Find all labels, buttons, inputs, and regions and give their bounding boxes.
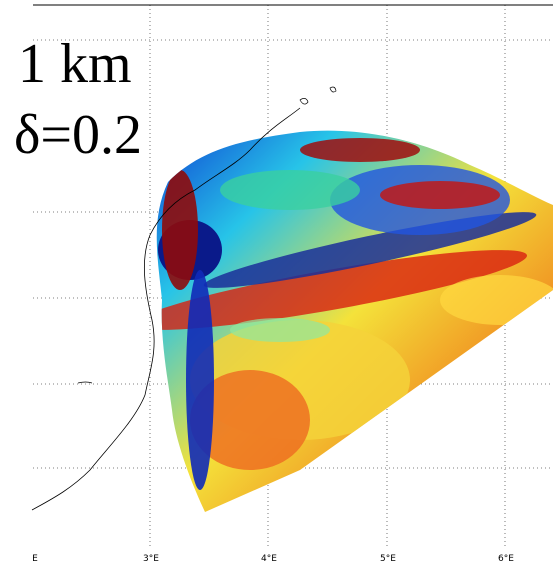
longitude-label: 4°E <box>261 554 277 564</box>
parameter-label: δ=0.2 <box>14 104 142 166</box>
longitude-label: 5°E <box>380 554 396 564</box>
map: 1 km δ=0.2 E 3°E 4°E 5°E 6°E <box>0 0 553 567</box>
model-field <box>130 120 553 520</box>
longitude-label: E <box>32 554 38 564</box>
resolution-label: 1 km <box>18 33 132 95</box>
longitude-label: 6°E <box>498 554 514 564</box>
longitude-label: 3°E <box>143 554 159 564</box>
